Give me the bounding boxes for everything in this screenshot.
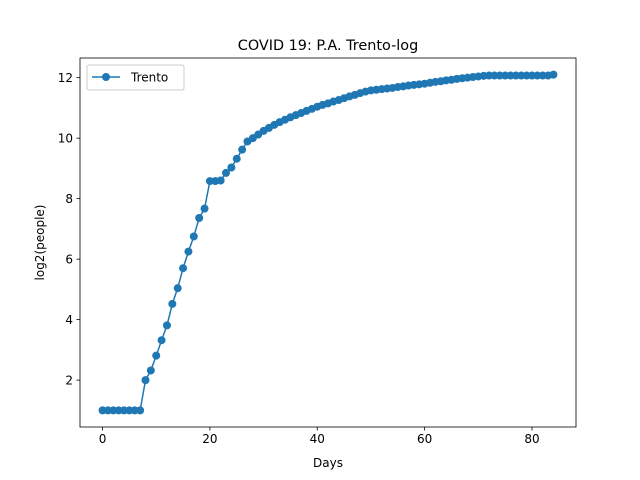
y-axis-label: log2(people) bbox=[33, 205, 47, 281]
x-tick-label: 20 bbox=[202, 432, 217, 446]
y-tick-label: 10 bbox=[58, 131, 73, 145]
data-point bbox=[179, 264, 188, 273]
data-point bbox=[227, 163, 236, 172]
chart-title: COVID 19: P.A. Trento-log bbox=[238, 38, 418, 54]
y-tick-label: 12 bbox=[58, 71, 73, 85]
data-point bbox=[173, 284, 182, 293]
y-tick-label: 8 bbox=[65, 192, 73, 206]
x-axis-label: Days bbox=[313, 456, 343, 470]
data-point bbox=[189, 232, 198, 241]
legend-box bbox=[86, 64, 185, 91]
y-tick-label: 4 bbox=[65, 313, 73, 327]
x-axis-ticks: 0 20 40 60 80 bbox=[99, 427, 540, 446]
legend: Trento bbox=[86, 64, 185, 91]
data-point bbox=[195, 214, 204, 223]
x-tick-label: 40 bbox=[310, 432, 325, 446]
legend-label-trento: Trento bbox=[130, 71, 168, 85]
y-tick-label: 2 bbox=[65, 373, 73, 387]
data-point bbox=[222, 168, 231, 177]
legend-marker-sample bbox=[102, 73, 110, 81]
y-axis-ticks: 2 4 6 8 10 12 bbox=[58, 71, 80, 387]
x-tick-label: 80 bbox=[524, 432, 539, 446]
series-layer bbox=[98, 70, 558, 415]
data-point bbox=[162, 321, 171, 330]
x-tick-label: 60 bbox=[417, 432, 432, 446]
data-point bbox=[136, 406, 145, 415]
plot-area: 0 20 40 60 80 2 4 6 8 10 12 bbox=[58, 57, 577, 446]
data-point bbox=[184, 247, 193, 256]
axes-frame bbox=[79, 57, 577, 428]
data-point bbox=[216, 176, 225, 185]
y-tick-label: 6 bbox=[65, 252, 73, 266]
data-point bbox=[238, 145, 247, 154]
data-point bbox=[200, 204, 209, 213]
data-point bbox=[168, 299, 177, 308]
data-point bbox=[146, 366, 155, 375]
data-point bbox=[232, 154, 241, 163]
data-point bbox=[141, 376, 150, 385]
x-tick-label: 0 bbox=[99, 432, 107, 446]
data-point bbox=[152, 351, 161, 360]
data-point bbox=[157, 336, 166, 345]
data-point bbox=[549, 70, 558, 79]
